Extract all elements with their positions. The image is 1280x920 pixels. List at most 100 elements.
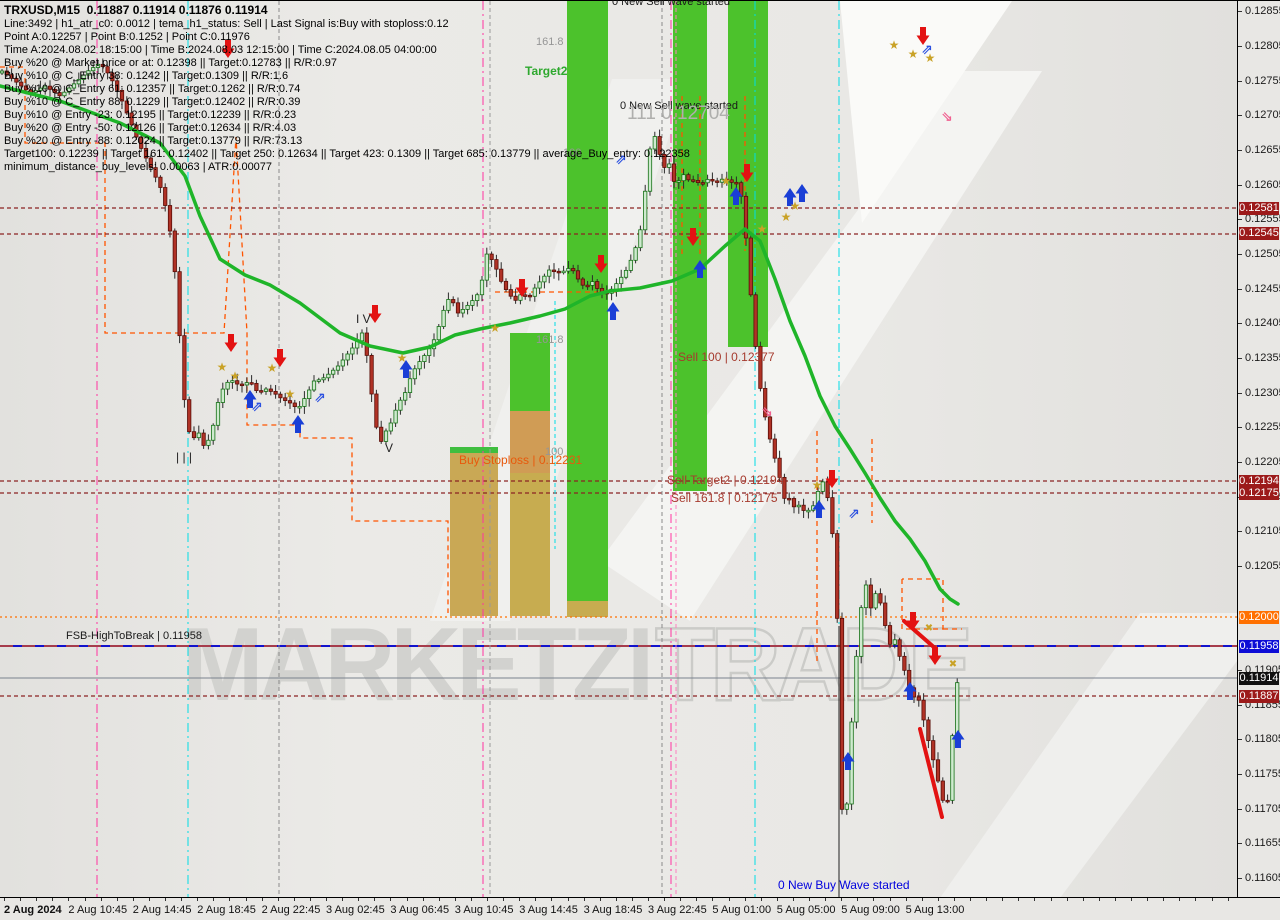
time-tick-mark	[4, 898, 5, 901]
mark-v: V	[385, 441, 394, 455]
info-line: Target100: 0.12239 || Target 161: 0.1240…	[4, 148, 690, 160]
cross-icon[interactable]: ✖	[949, 659, 957, 670]
time-axis[interactable]: 2 Aug 2024 2 Aug 10:45 2 Aug 14:45 2 Aug 18…	[0, 897, 1280, 920]
sell-arrow-icon[interactable]	[825, 470, 839, 488]
time-tick-mark	[1195, 898, 1197, 901]
price-badge: 0.11887	[1239, 689, 1279, 703]
label-sell-161: Sell 161.8 | 0.12175	[671, 491, 778, 505]
star-icon[interactable]: ★	[790, 199, 801, 213]
price-tick-label: 0.12455	[1245, 283, 1280, 295]
info-line: Time A:2024.08.02 18:15:00 | Time B:2024…	[4, 44, 437, 56]
buy-arrow-icon[interactable]	[399, 360, 413, 378]
info-line: Point A:0.12257 | Point B:0.1252 | Point…	[4, 31, 250, 43]
arrow-down-right-icon[interactable]: ⇘	[941, 109, 953, 125]
time-axis-label: 5 Aug 05:00	[776, 904, 836, 916]
sell-arrow-icon[interactable]	[515, 279, 529, 297]
sell-arrow-icon[interactable]	[221, 40, 235, 58]
sell-arrow-icon[interactable]	[224, 334, 238, 352]
trend-line[interactable]	[902, 619, 938, 651]
buy-arrow-icon[interactable]	[812, 500, 826, 518]
time-tick-mark	[1018, 898, 1020, 901]
sell-arrow-icon[interactable]	[740, 164, 754, 182]
fib-bar[interactable]	[510, 333, 550, 411]
sell-arrow-icon[interactable]	[594, 255, 608, 273]
time-tick-mark	[1163, 898, 1165, 901]
buy-arrow-icon[interactable]	[903, 682, 917, 700]
label-fib-161-mid: 161.8	[536, 334, 564, 346]
chart-canvas[interactable]: ★★★★★★★★★★★★★ ★✖✖⇗⇗⇗⇗⇗⇘⇘	[0, 1, 1237, 898]
label-sell-target2: Sell Target2 | 0.12194	[667, 473, 784, 487]
signal-markers[interactable]: ★★★★★★★★★★★★★ ★✖✖⇗⇗⇗⇗⇗⇘⇘	[217, 27, 965, 770]
time-tick-mark	[841, 898, 843, 901]
star-icon[interactable]: ★	[490, 321, 501, 335]
target-zone[interactable]	[673, 1, 707, 491]
time-tick-mark	[374, 898, 376, 901]
time-tick-mark	[487, 898, 488, 901]
buy-arrow-icon[interactable]	[606, 302, 620, 320]
buy-arrow-icon[interactable]	[841, 752, 855, 770]
fib-bar[interactable]	[510, 411, 550, 473]
fib-bar[interactable]	[450, 453, 498, 616]
trend-line[interactable]	[918, 727, 944, 819]
buy-arrow-icon[interactable]	[783, 188, 797, 206]
star-icon[interactable]: ★	[285, 387, 296, 401]
info-line: Line:3492 | h1_atr_c0: 0.0012 | tema_h1_…	[4, 18, 449, 30]
star-icon[interactable]: ★	[889, 38, 900, 52]
sell-arrow-icon[interactable]	[916, 27, 930, 45]
star-icon[interactable]: ★	[397, 351, 408, 365]
cross-icon[interactable]: ✖	[925, 623, 933, 634]
sell-arrow-icon[interactable]	[368, 305, 382, 323]
time-axis-label: 5 Aug 01:00	[712, 904, 772, 916]
buy-arrow-icon[interactable]	[291, 415, 305, 433]
sell-arrow-icon[interactable]	[906, 612, 920, 630]
arrow-up-right-icon[interactable]: ⇗	[848, 506, 860, 522]
price-tick-label: 0.11655	[1245, 837, 1280, 849]
time-tick-mark	[792, 898, 794, 901]
buy-arrow-icon[interactable]	[693, 260, 707, 278]
star-icon[interactable]: ★	[925, 51, 936, 65]
chart-area[interactable]: MARKETZITRADE ★ ★ ★ ★ ★ ★ ★ ★ ★ ★ ★ ★ ★ ★ ✖ ✖ ⇗ ⇗ ⇗ ⇗ ⇗ ⇘ ⇘ 0 …	[0, 0, 1237, 898]
buy-arrow-icon[interactable]	[951, 730, 965, 748]
time-tick-mark	[197, 898, 199, 901]
star-icon[interactable]: ★	[267, 361, 278, 375]
price-tick-label: 0.12655	[1245, 144, 1280, 156]
fib-bar[interactable]	[510, 473, 550, 616]
price-axis[interactable]: 0.12855 0.12805 0.12755 0.12705 0.12655 0.126…	[1237, 0, 1280, 897]
star-icon[interactable]: ★	[908, 47, 919, 61]
price-tick-label: 0.12855	[1245, 5, 1280, 17]
price-tick-mark	[1238, 323, 1242, 324]
buy-arrow-icon[interactable]	[729, 187, 743, 205]
price-tick-label: 0.12705	[1245, 109, 1280, 121]
arrow-down-right-icon[interactable]: ⇘	[761, 404, 773, 420]
star-icon[interactable]: ★	[812, 478, 823, 492]
star-icon[interactable]: ★	[781, 210, 792, 224]
price-tick-mark	[1238, 878, 1242, 879]
price-tick-label: 0.12805	[1245, 40, 1280, 52]
sell-arrow-icon[interactable]	[928, 647, 942, 665]
star-icon[interactable]: ★	[721, 174, 732, 188]
arrow-up-right-icon[interactable]: ⇗	[251, 399, 263, 415]
fib-bar[interactable]	[450, 447, 498, 453]
buy-arrow-icon[interactable]	[795, 184, 809, 202]
star-icon[interactable]: ★	[217, 360, 228, 374]
info-line: Buy %20 @ Entry -88: 0.12024 || Target:0…	[4, 135, 303, 147]
time-tick-mark	[631, 898, 633, 901]
candlestick-series[interactable]	[0, 58, 960, 815]
info-line: Buy %10 @ C_Entry 38: 0.1242 || Target:0…	[4, 70, 289, 82]
star-icon[interactable]: ★	[230, 369, 241, 383]
time-tick-mark	[1114, 898, 1116, 901]
buy-arrow-icon[interactable]	[243, 390, 257, 408]
sell-arrow-icon[interactable]	[686, 228, 700, 246]
star-icon[interactable]: ★	[757, 222, 768, 236]
time-tick-mark	[615, 898, 617, 901]
sell-arrow-icon[interactable]	[273, 349, 287, 367]
mark-iii: | | |	[176, 450, 193, 464]
target-zone[interactable]	[567, 1, 608, 602]
arrow-up-right-icon[interactable]: ⇗	[615, 152, 627, 168]
arrow-up-right-icon[interactable]: ⇗	[314, 390, 326, 406]
stoploss-step-line[interactable]	[0, 66, 449, 613]
moving-average-line[interactable]	[0, 84, 960, 606]
arrow-up-right-icon[interactable]: ⇗	[921, 42, 933, 58]
fib-bar[interactable]	[567, 601, 608, 617]
time-tick-mark	[857, 898, 859, 901]
